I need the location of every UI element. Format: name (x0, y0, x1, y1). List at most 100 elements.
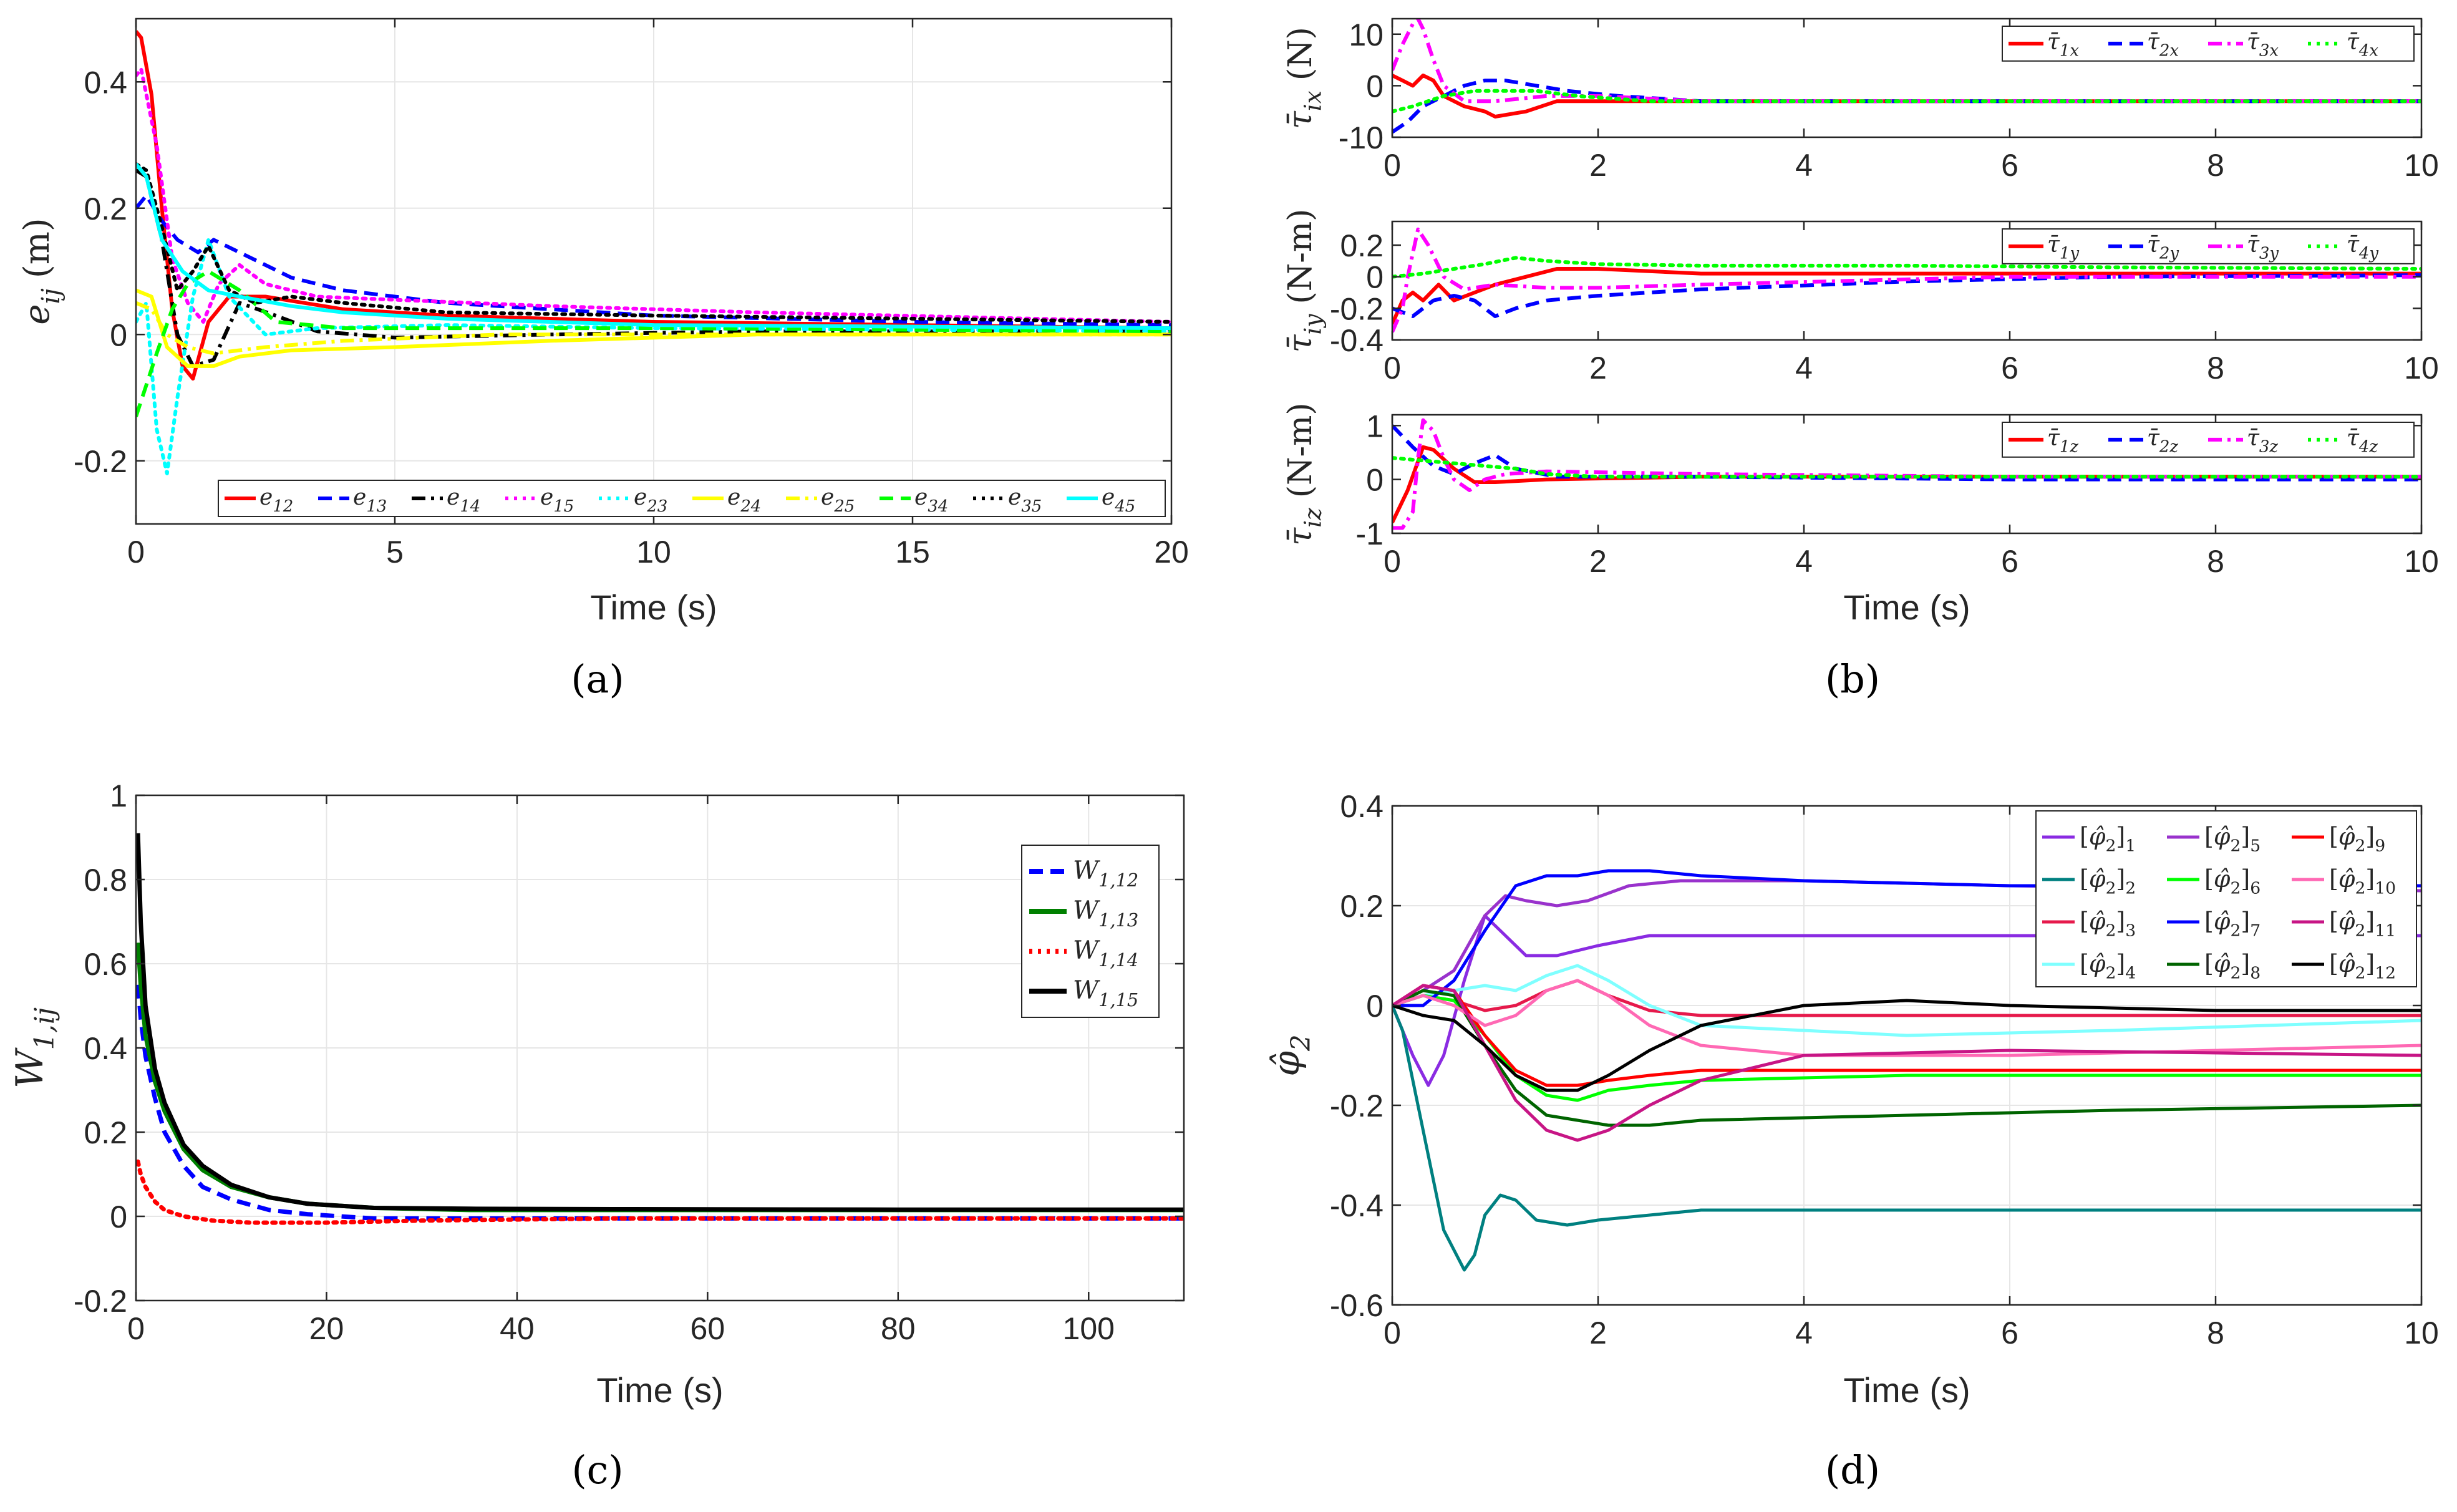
a-legend-label-6-sub: 25 (833, 497, 855, 516)
b3-ylabel-sym: τ̄ (1282, 527, 1319, 546)
b1-legend-label-1-sub: 2x (2159, 42, 2179, 61)
a-legend-label-2-sub: 14 (460, 497, 480, 516)
b1-legend-label-0-sub: 1x (2060, 42, 2079, 61)
c-legend-label-3-sym: W (1073, 976, 1100, 1005)
c-legend-label-0-sub: 1,12 (1098, 870, 1138, 891)
d-legend-label-2-open: [ (2080, 908, 2089, 935)
a-legend-label-3-sub: 15 (553, 497, 574, 516)
c-xtick-label-3: 60 (691, 1311, 725, 1346)
a-legend-box (218, 480, 1166, 517)
d-legend-label-9-two: 2 (2355, 879, 2365, 898)
d-legend-label-10-open: [ (2329, 908, 2338, 935)
b2-ylabel-sub: iy (1299, 314, 1327, 335)
b1-ylabel-sym: τ̄ (1282, 110, 1319, 129)
d-legend-label-5: [φ̂2]6 (2204, 865, 2261, 898)
d-legend-label-4-two: 2 (2230, 836, 2241, 856)
b2-legend-label-0-sub: 1y (2060, 245, 2079, 263)
a-series-line-5 (136, 288, 1171, 368)
d-legend-label-0-two: 2 (2105, 836, 2116, 856)
b1-legend-label-2-sub: 3x (2259, 42, 2279, 61)
d-legend-label-6-two: 2 (2230, 921, 2241, 941)
b2-series-line-2 (1392, 227, 2421, 333)
b3-series-group (1392, 418, 2421, 530)
d-legend-label-1-open: [ (2080, 865, 2089, 893)
d-legend-label-7-phi: φ̂ (2214, 950, 2231, 977)
a-ylabel: eij (m) (17, 218, 65, 324)
d-legend-label-5-phi: φ̂ (2214, 865, 2231, 893)
d-legend-label-2-idx: 3 (2125, 921, 2136, 941)
c-legend-label-2-sub: 1,14 (1098, 949, 1138, 971)
d-legend-label-4-idx: 5 (2250, 836, 2261, 856)
d-series-line-5 (1392, 994, 2421, 1102)
c-legend-label-1-sym: W (1073, 896, 1100, 925)
b2-legend-label-1: τ̄2y (2147, 232, 2179, 263)
a-legend-label-5-sub: 24 (740, 497, 761, 516)
d-ytick-label-0: -0.6 (1330, 1288, 1384, 1323)
a-ylabel-unit: (m) (17, 218, 57, 278)
d-legend-label-3-close: ] (2116, 950, 2125, 977)
b2-series-line-1 (1392, 273, 2421, 318)
d-series-line-1 (1392, 1005, 2421, 1272)
b2-series-line-0 (1392, 267, 2421, 325)
c-xtick-label-4: 80 (881, 1311, 916, 1346)
a-legend-label-9: e45 (1102, 485, 1135, 516)
d-legend-label-7-idx: 8 (2250, 964, 2261, 983)
c-ytick-label-0: -0.2 (74, 1284, 127, 1319)
d-legend-label-6-close: ] (2241, 908, 2250, 935)
d-legend-label-9: [φ̂2]10 (2329, 865, 2396, 898)
d-legend-label-11: [φ̂2]12 (2329, 950, 2396, 983)
c-ytick-label-3: 0.4 (84, 1031, 127, 1066)
d-legend-label-5-close: ] (2241, 865, 2250, 893)
d-legend-label-9-close: ] (2365, 865, 2375, 893)
d-xtick-label-0: 0 (1384, 1316, 1401, 1350)
d-legend-label-0-close: ] (2116, 823, 2125, 850)
b3-series-line-3 (1392, 456, 2421, 479)
b3-legend-label-1: τ̄2z (2147, 425, 2178, 457)
b2-ylabel-unit: (N-m) (1282, 209, 1319, 304)
d-legend-label-5-two: 2 (2230, 879, 2241, 898)
d-legend-label-1-idx: 2 (2125, 879, 2136, 898)
c-legend-label-2: W1,14 (1073, 936, 1138, 971)
c-series-line-3 (136, 833, 1184, 1212)
a-ytick-label-1: 0 (110, 317, 127, 352)
d-ylabel-sym: φ̂ (1265, 1051, 1307, 1077)
b3-legend-label-3-sym: τ̄ (2347, 425, 2360, 451)
b2-legend-label-1-sym: τ̄ (2147, 232, 2160, 258)
b1-legend-label-0: τ̄1x (2047, 29, 2079, 61)
b1-xtick-label-2: 4 (1795, 148, 1813, 183)
d-legend-label-6-phi: φ̂ (2214, 908, 2231, 935)
d-legend-label-8-phi: φ̂ (2338, 823, 2355, 850)
b2-xtick-label-4: 8 (2207, 351, 2224, 385)
b2-xtick-label-5: 10 (2404, 351, 2439, 385)
c-ytick-label-1: 0 (110, 1199, 127, 1234)
b3-legend-label-2: τ̄3z (2247, 425, 2278, 457)
d-legend-label-1: [φ̂2]2 (2080, 865, 2136, 898)
b2-legend-label-3-sym: τ̄ (2347, 232, 2360, 258)
b3-xtick-label-4: 8 (2207, 544, 2224, 579)
b1-ylabel-sub: ix (1299, 90, 1327, 111)
d-legend-label-8-two: 2 (2355, 836, 2365, 856)
c-xtick-label-2: 40 (500, 1311, 535, 1346)
b2-ytick-label-2: 0 (1366, 260, 1384, 295)
d-legend-label-10-idx: 11 (2375, 921, 2396, 941)
b2-xtick-label-1: 2 (1589, 351, 1607, 385)
d-legend-label-1-phi: φ̂ (2089, 865, 2106, 893)
c-xtick-label-0: 0 (127, 1311, 145, 1346)
a-ytick-label-3: 0.4 (84, 65, 127, 100)
d-legend-label-7-two: 2 (2230, 964, 2241, 983)
a-legend-label-9-sub: 45 (1114, 497, 1135, 516)
b3-legend-label-2-sym: τ̄ (2247, 425, 2260, 451)
c-xtick-label-1: 20 (309, 1311, 344, 1346)
b1-ytick-label-2: 10 (1349, 17, 1384, 52)
b3-legend-label-0: τ̄1z (2047, 425, 2078, 457)
b1-xtick-label-4: 8 (2207, 148, 2224, 183)
d-legend-label-0: [φ̂2]1 (2080, 823, 2136, 856)
b2-legend-label-2-sub: 3y (2259, 245, 2279, 263)
d-legend-label-0-idx: 1 (2125, 836, 2136, 856)
b3-axes-frame (1391, 414, 2423, 535)
d-legend-label-8-close: ] (2365, 823, 2375, 850)
b2-legend-label-3: τ̄4y (2347, 232, 2378, 263)
d-legend-label-11-two: 2 (2355, 964, 2365, 983)
b1-ytick-label-1: 0 (1366, 69, 1384, 104)
